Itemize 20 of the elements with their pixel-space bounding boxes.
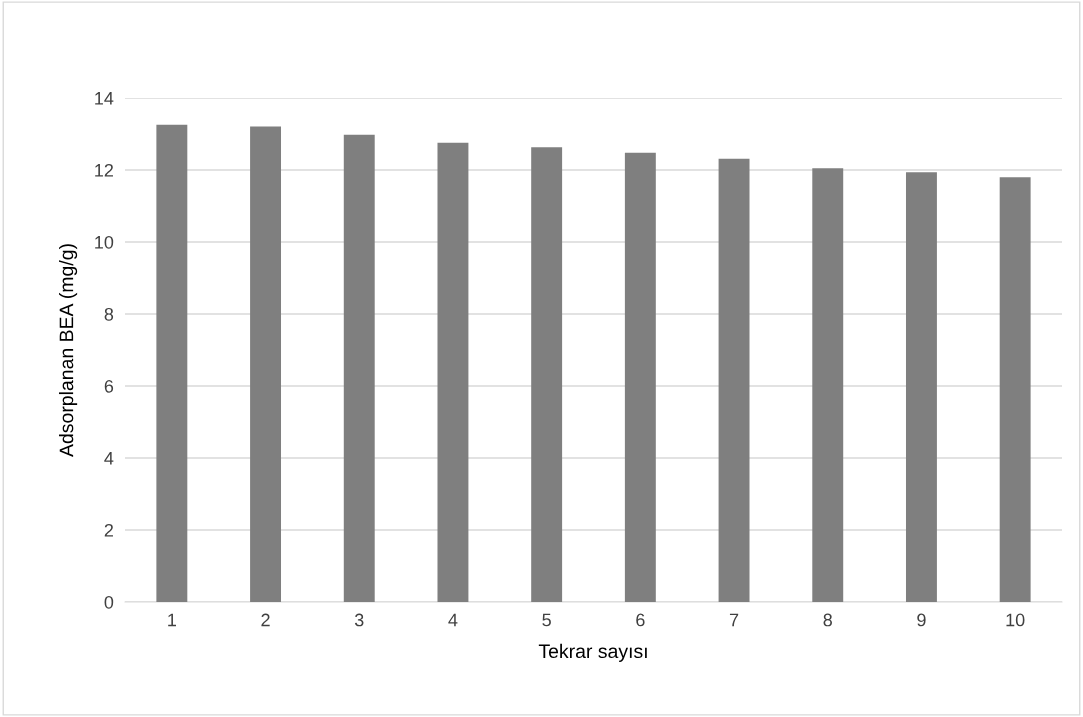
y-axis-title: Adsorplanan BEA (mg/g) [59,244,78,457]
x-tick-label: 1 [168,613,176,627]
x-tick-label: 4 [448,613,458,627]
x-tick-label: 10 [1006,613,1025,627]
y-tick-label: 0 [104,595,114,609]
y-tick-label: 2 [104,523,113,537]
x-tick-label: 3 [354,613,364,627]
x-tick-label: 2 [261,613,270,627]
y-tick-label: 12 [95,163,113,177]
y-tick-label: 10 [95,235,114,249]
y-tick-label: 4 [104,452,114,465]
x-tick-label: 8 [823,613,832,627]
x-tick-label: 7 [729,613,739,627]
x-tick-label: 5 [542,613,551,627]
x-axis-title: Tekrar sayısı [538,643,647,662]
y-tick-label: 6 [104,379,114,393]
y-tick-label: 14 [95,92,114,105]
x-tick-label: 9 [917,613,926,627]
x-tick-label: 6 [636,613,645,627]
y-tick-label: 8 [104,307,114,321]
